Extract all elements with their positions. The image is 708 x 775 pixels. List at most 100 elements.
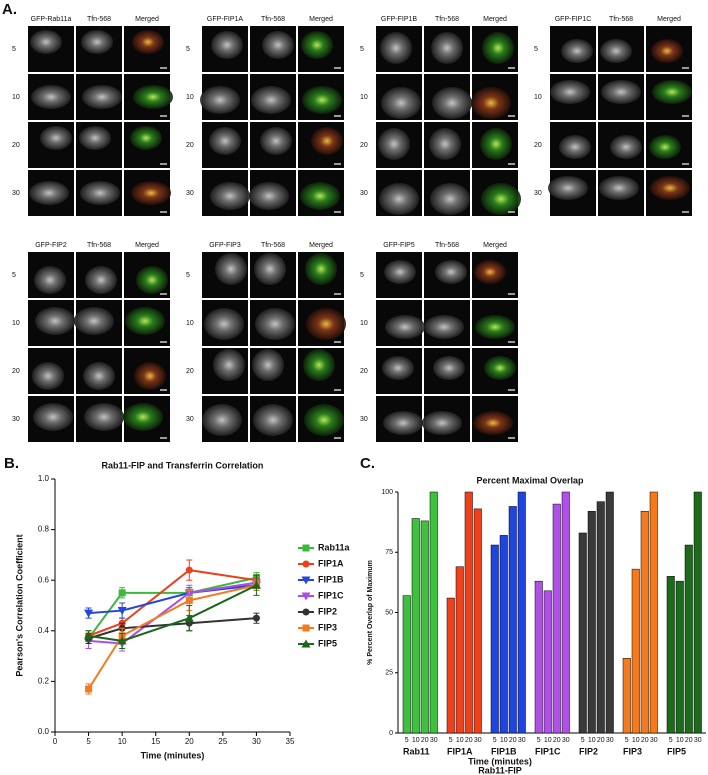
- row-label: 20: [186, 142, 194, 149]
- cell: [40, 126, 72, 150]
- cell: [123, 403, 163, 431]
- cell: [262, 31, 294, 59]
- x-tick-label: 30: [474, 737, 482, 744]
- bar: [490, 544, 499, 734]
- bar: [666, 576, 675, 734]
- cell: [209, 127, 241, 155]
- cell: [431, 32, 463, 64]
- cell: [600, 39, 632, 63]
- x-tick-label: 10: [118, 737, 127, 746]
- bar: [587, 511, 596, 734]
- x-tick-label: 30: [606, 737, 614, 744]
- column-header: Tfn-568: [435, 242, 459, 249]
- row-label: 20: [360, 142, 368, 149]
- y-tick-label: 1.0: [38, 474, 50, 483]
- cell: [133, 85, 173, 109]
- cell: [200, 86, 240, 114]
- row-label: 10: [12, 94, 20, 101]
- marker: [185, 566, 193, 574]
- row-label: 10: [534, 94, 542, 101]
- marker: [84, 609, 94, 618]
- cell: [306, 308, 346, 340]
- cell: [125, 307, 165, 335]
- cell: [650, 176, 690, 200]
- y-tick-label: 75: [385, 549, 393, 556]
- cell: [311, 127, 343, 155]
- cell: [384, 260, 416, 284]
- row-label: 5: [186, 46, 190, 53]
- cell: [85, 266, 117, 294]
- cell: [213, 349, 245, 381]
- column-header: GFP-Rab11a: [31, 16, 72, 23]
- bar: [499, 535, 508, 734]
- legend-marker: [301, 639, 311, 648]
- column-header: GFP-FIP1C: [555, 16, 592, 23]
- cell: [132, 30, 164, 54]
- x-tick-label: 20: [509, 737, 517, 744]
- cell: [249, 182, 289, 210]
- bar: [649, 491, 658, 734]
- cell: [381, 87, 421, 119]
- group-label: FIP1B: [491, 746, 517, 756]
- cell: [80, 181, 120, 205]
- row-label: 20: [12, 368, 20, 375]
- column-header: GFP-FIP1B: [381, 16, 418, 23]
- series-line: [87, 576, 257, 639]
- y-tick-label: 25: [385, 670, 393, 677]
- column-header: GFP-FIP5: [383, 242, 415, 249]
- y-tick-label: 0.2: [38, 677, 50, 686]
- cell: [649, 135, 681, 159]
- cell: [424, 315, 464, 339]
- cell: [131, 181, 171, 205]
- cell: [430, 183, 470, 215]
- x-tick-label: 5: [537, 737, 541, 744]
- cell: [432, 87, 472, 119]
- legend-label: FIP3: [318, 622, 337, 632]
- row-label: 20: [534, 142, 542, 149]
- x-tick-label: 20: [597, 737, 605, 744]
- cell: [550, 80, 590, 104]
- y-tick-label: 0.4: [38, 626, 50, 635]
- x-tick-label: 5: [493, 737, 497, 744]
- cell: [651, 39, 683, 63]
- x-tick-label: 5: [86, 737, 91, 746]
- x-tick-label: 10: [412, 737, 420, 744]
- bar: [517, 491, 526, 734]
- row-label: 10: [186, 320, 194, 327]
- bar: [675, 580, 684, 734]
- x-tick-label: 30: [650, 737, 658, 744]
- row-label: 30: [12, 416, 20, 423]
- row-label: 30: [360, 190, 368, 197]
- cell: [251, 86, 291, 114]
- cell: [300, 182, 340, 210]
- column-header: Merged: [135, 242, 159, 249]
- row-label: 5: [360, 272, 364, 279]
- x-tick-label: 10: [500, 737, 508, 744]
- column-header: Merged: [309, 16, 333, 23]
- group-label: FIP1A: [447, 746, 473, 756]
- cell: [302, 86, 342, 114]
- x-tick-label: 10: [676, 737, 684, 744]
- cell: [473, 411, 513, 435]
- marker: [118, 589, 126, 597]
- bar: [693, 491, 702, 734]
- legend-marker: [302, 608, 310, 616]
- column-header: Tfn-568: [261, 16, 285, 23]
- cell: [422, 411, 462, 435]
- x-tick-label: 30: [430, 737, 438, 744]
- cell: [81, 30, 113, 54]
- legend-marker: [301, 576, 311, 585]
- row-label: 5: [186, 272, 190, 279]
- marker: [117, 607, 127, 616]
- bar: [473, 508, 482, 734]
- cell: [379, 183, 419, 215]
- x-tick-label: 10: [632, 737, 640, 744]
- row-label: 5: [360, 46, 364, 53]
- row-label: 10: [360, 320, 368, 327]
- column-header: Merged: [309, 242, 333, 249]
- bar: [420, 520, 429, 734]
- cell: [429, 128, 461, 160]
- bar: [684, 544, 693, 734]
- x-tick-label: 30: [694, 737, 702, 744]
- cell: [383, 411, 423, 435]
